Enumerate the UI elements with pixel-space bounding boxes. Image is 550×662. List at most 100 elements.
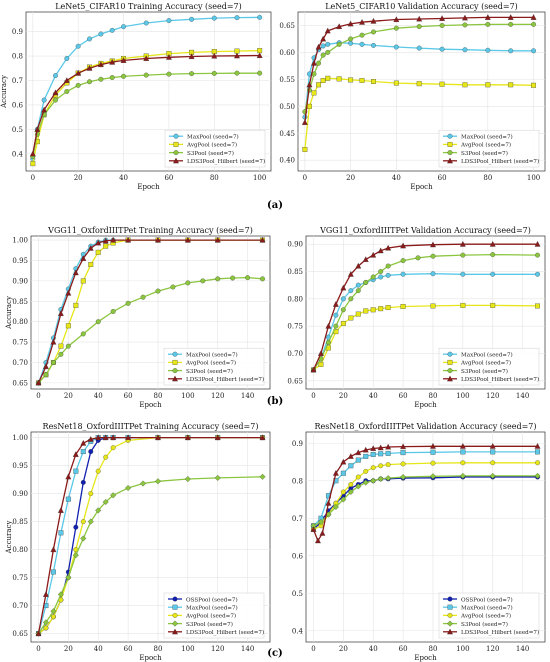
data-point-S3Pool	[485, 21, 491, 27]
y-tick-label: 0.8	[12, 53, 23, 61]
data-point-S3Pool	[65, 574, 72, 581]
data-point-LDS3Pool_Hilbert	[430, 443, 436, 449]
legend-label: S3Pool (seed=7)	[461, 150, 508, 157]
data-point-LDS3Pool_Hilbert	[489, 443, 496, 449]
data-point-MaxPool	[535, 449, 540, 455]
x-tick-label: 140	[516, 392, 529, 400]
data-point-MaxPool	[333, 312, 339, 318]
data-point-AvgPool	[316, 82, 322, 88]
data-point-LDS3Pool_Hilbert	[355, 262, 362, 269]
y-tick-label: 0.75	[12, 339, 28, 347]
x-tick-label: 80	[483, 174, 492, 182]
data-point-LDS3Pool_Hilbert	[259, 236, 266, 243]
data-point-AvgPool	[370, 465, 376, 471]
data-point-LDS3Pool_Hilbert	[120, 57, 127, 63]
data-point-LDS3Pool_Hilbert	[347, 271, 354, 277]
legend-marker	[172, 604, 178, 610]
x-tick-label: 100	[181, 392, 194, 400]
data-point-LDS3Pool_Hilbert	[97, 61, 104, 68]
data-point-LDS3Pool_Hilbert	[385, 244, 392, 251]
data-point-AvgPool	[460, 460, 466, 466]
x-tick-label: 0	[311, 645, 315, 653]
x-tick-label: 120	[211, 392, 224, 400]
x-axis-label: Epoch	[410, 183, 433, 191]
data-point-LDS3Pool_Hilbert	[80, 255, 87, 261]
x-tick-label: 0	[36, 392, 40, 400]
data-point-AvgPool	[490, 302, 496, 308]
x-tick-label: 80	[154, 392, 163, 400]
data-point-AvgPool	[88, 262, 94, 268]
row-label-c: (c)	[267, 648, 283, 659]
data-point-S3Pool	[439, 23, 445, 28]
data-point-S3Pool	[370, 477, 377, 484]
data-point-S3Pool	[143, 72, 149, 78]
x-tick-label: 0	[303, 174, 307, 182]
data-point-LDS3Pool_Hilbert	[35, 379, 42, 386]
x-axis-label: Epoch	[139, 401, 162, 409]
data-point-AvgPool	[370, 307, 376, 313]
data-point-MaxPool	[98, 31, 104, 37]
data-point-LDS3Pool_Hilbert	[87, 436, 94, 442]
y-tick-label: 0.80	[12, 546, 28, 554]
y-tick-label: 0.70	[287, 350, 303, 358]
chart-panel-5: 0.4 0.5 0.6 0.7 0.8 0.9 0 20 40 60 80 100 120 140 ResN…	[292, 422, 546, 662]
data-point-LDS3Pool_Hilbert	[75, 69, 82, 76]
series-line-LDS3Pool_Hilbert	[312, 243, 538, 371]
data-point-LDS3Pool_Hilbert	[340, 458, 347, 465]
legend-label: MaxPool (seed=7)	[186, 352, 238, 359]
data-point-LDS3Pool_Hilbert	[188, 53, 195, 59]
data-point-AvgPool	[80, 278, 86, 284]
data-point-S3Pool	[348, 36, 354, 42]
data-point-OSSPool	[80, 479, 86, 485]
legend-label: S3Pool (seed=7)	[186, 621, 233, 628]
legend-marker	[447, 351, 453, 357]
legend-marker	[173, 150, 179, 156]
data-point-AvgPool	[318, 361, 324, 367]
data-point-MaxPool	[65, 496, 71, 502]
data-point-LDS3Pool_Hilbert	[50, 338, 57, 345]
data-point-AvgPool	[302, 146, 308, 152]
x-tick-label: 80	[154, 645, 163, 653]
data-point-AvgPool	[490, 460, 496, 466]
data-point-LDS3Pool_Hilbert	[534, 443, 541, 449]
data-point-LDS3Pool_Hilbert	[530, 14, 537, 20]
data-point-LDS3Pool_Hilbert	[110, 236, 117, 243]
data-point-S3Pool	[489, 472, 496, 479]
data-point-S3Pool	[95, 507, 102, 514]
x-tick-label: 80	[210, 174, 219, 182]
data-point-AvgPool	[485, 82, 491, 88]
y-tick-label: 0.75	[12, 574, 28, 582]
y-tick-label: 0.6	[292, 552, 304, 560]
data-point-AvgPool	[103, 454, 109, 460]
series-line-MaxPool	[32, 16, 260, 159]
data-point-S3Pool	[340, 496, 347, 503]
x-tick-label: 100	[253, 174, 266, 182]
data-point-S3Pool	[140, 294, 146, 300]
data-point-MaxPool	[378, 451, 384, 457]
series-line-LDS3Pool_Hilbert	[37, 436, 263, 634]
data-point-LDS3Pool_Hilbert	[80, 439, 87, 446]
data-point-AvgPool	[355, 474, 361, 480]
data-point-S3Pool	[531, 21, 537, 27]
data-point-LDS3Pool_Hilbert	[52, 89, 59, 96]
data-point-S3Pool	[490, 252, 496, 258]
data-point-MaxPool	[385, 272, 391, 278]
legend-marker	[447, 368, 453, 374]
data-point-AvgPool	[535, 303, 540, 309]
data-point-AvgPool	[430, 303, 436, 309]
data-point-S3Pool	[95, 319, 101, 325]
data-point-MaxPool	[109, 27, 115, 33]
data-point-MaxPool	[50, 569, 56, 575]
data-point-AvgPool	[348, 77, 354, 83]
data-point-MaxPool	[370, 452, 376, 457]
x-tick-label: 0	[311, 392, 315, 400]
data-point-LDS3Pool_Hilbert	[400, 443, 407, 450]
data-point-AvgPool	[30, 161, 36, 167]
data-point-S3Pool	[260, 276, 265, 282]
x-axis-label: Epoch	[137, 183, 160, 191]
legend-marker	[172, 375, 178, 382]
series-line-LDS3Pool_Hilbert	[37, 239, 263, 384]
data-point-S3Pool	[98, 76, 104, 82]
x-tick-label: 100	[456, 392, 469, 400]
data-point-S3Pool	[534, 472, 541, 479]
